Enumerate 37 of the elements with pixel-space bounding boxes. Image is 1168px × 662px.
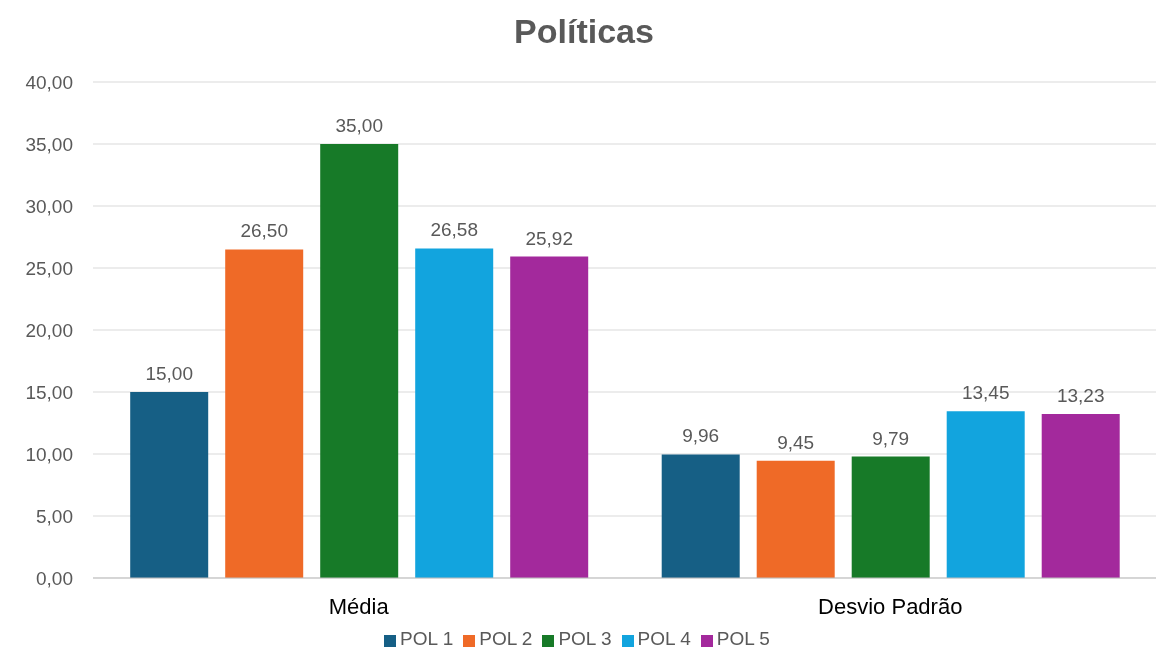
- bar: [225, 249, 304, 578]
- bar: [1041, 413, 1120, 578]
- y-tick-label: 20,00: [25, 319, 73, 341]
- bar: [415, 248, 494, 578]
- legend-label: POL 2: [479, 628, 533, 649]
- bar: [756, 460, 835, 578]
- y-tick-label: 30,00: [25, 195, 73, 217]
- data-label: 15,00: [145, 363, 193, 384]
- bar: [661, 454, 740, 578]
- data-label: 26,50: [240, 220, 288, 242]
- bar: [851, 456, 930, 578]
- legend-label: POL 5: [716, 628, 770, 649]
- y-tick-label: 15,00: [25, 381, 73, 403]
- chart-title: Políticas: [513, 12, 655, 51]
- bar: [946, 411, 1025, 578]
- y-tick-label: 0,00: [36, 567, 73, 589]
- y-tick-label: 35,00: [25, 133, 73, 155]
- bar: [510, 256, 589, 578]
- bar: [320, 144, 399, 578]
- x-tick-label: Desvio Padrão: [818, 593, 963, 619]
- x-tick-label: Média: [328, 593, 390, 619]
- data-label: 26,58: [430, 219, 478, 241]
- legend-label: POL 1: [400, 628, 454, 649]
- data-label: 35,00: [335, 115, 383, 136]
- legend-label: POL 4: [637, 628, 691, 649]
- y-tick-label: 40,00: [25, 71, 73, 93]
- data-label: 9,96: [682, 425, 720, 447]
- y-tick-label: 10,00: [25, 443, 73, 465]
- data-label: 13,23: [1056, 384, 1105, 406]
- y-tick-label: 5,00: [36, 505, 73, 527]
- data-label: 13,45: [961, 382, 1010, 404]
- data-label: 25,92: [525, 227, 573, 249]
- y-tick-label: 25,00: [25, 257, 73, 279]
- bar: [130, 392, 209, 578]
- data-label: 9,45: [777, 431, 815, 453]
- legend-label: POL 3: [558, 628, 612, 649]
- data-label: 9,79: [872, 427, 910, 449]
